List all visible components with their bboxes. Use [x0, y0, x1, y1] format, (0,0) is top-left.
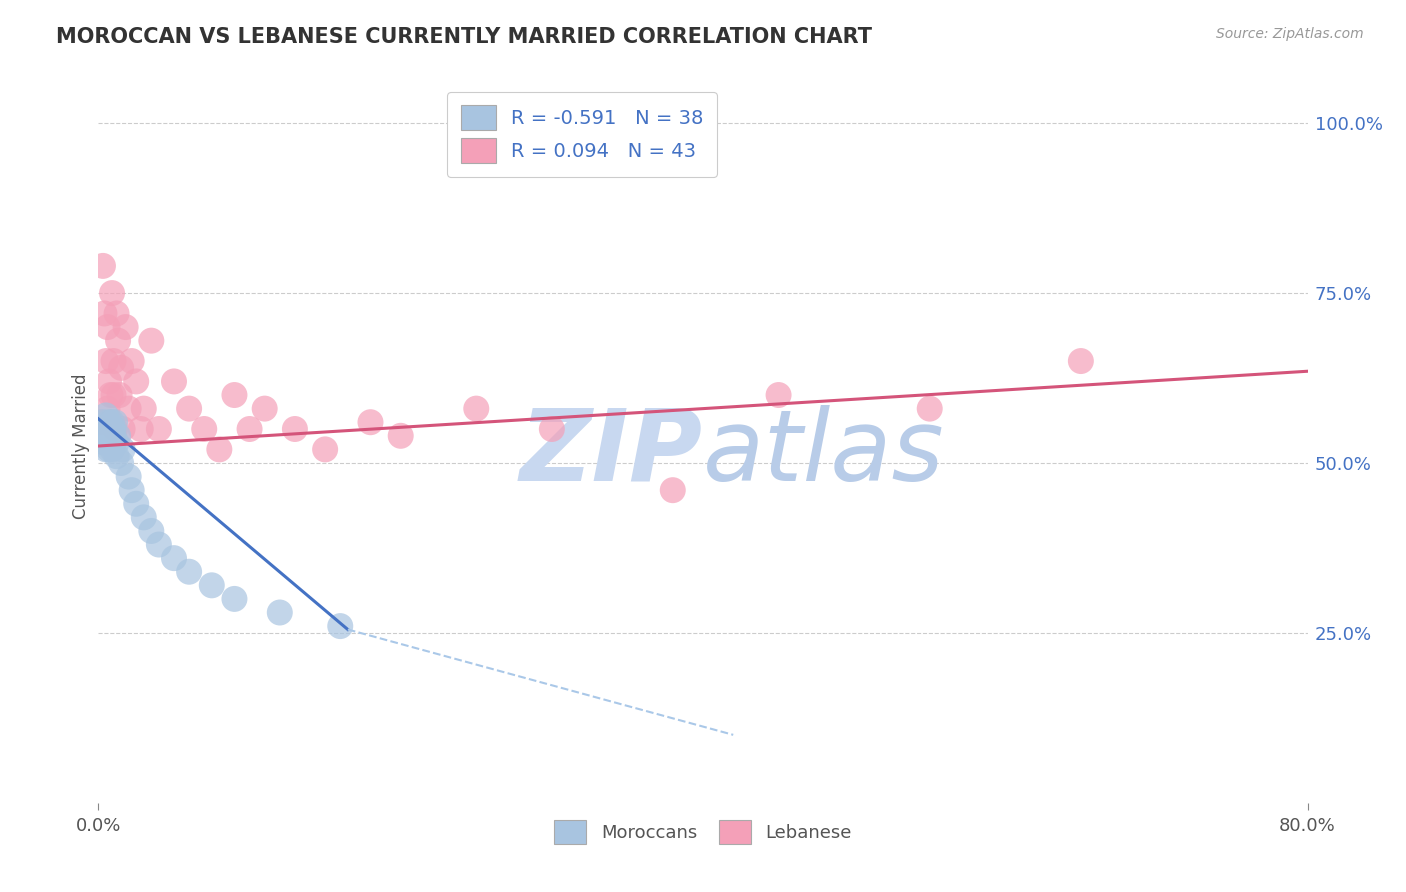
Point [93, 435, 115, 450]
Point [105, 435, 128, 450]
Point [389, 429, 412, 443]
Point [201, 578, 224, 592]
Point [132, 510, 155, 524]
Point [284, 422, 307, 436]
Point [101, 442, 124, 457]
Point [179, 401, 201, 416]
Point [103, 388, 125, 402]
Point [360, 415, 382, 429]
Point [540, 422, 562, 436]
Point [314, 442, 336, 457]
Point [100, 415, 122, 429]
Point [100, 435, 122, 450]
Point [329, 619, 352, 633]
Point [114, 320, 136, 334]
Point [103, 354, 125, 368]
Point [104, 415, 127, 429]
Point [96, 401, 118, 416]
Point [110, 360, 132, 375]
Point [96, 320, 118, 334]
Point [179, 565, 201, 579]
Point [100, 388, 122, 402]
Point [104, 422, 127, 436]
Point [94, 354, 117, 368]
Point [224, 591, 246, 606]
Point [103, 422, 125, 436]
Legend: Moroccans, Lebanese: Moroccans, Lebanese [547, 814, 859, 851]
Point [101, 415, 124, 429]
Point [141, 334, 163, 348]
Point [163, 375, 186, 389]
Point [121, 354, 143, 368]
Point [253, 401, 276, 416]
Point [108, 388, 131, 402]
Point [93, 422, 115, 436]
Point [148, 422, 170, 436]
Text: MOROCCAN VS LEBANESE CURRENTLY MARRIED CORRELATION CHART: MOROCCAN VS LEBANESE CURRENTLY MARRIED C… [56, 27, 872, 46]
Point [1070, 354, 1092, 368]
Point [103, 429, 125, 443]
Point [239, 422, 262, 436]
Point [918, 401, 941, 416]
Point [125, 375, 148, 389]
Point [105, 306, 128, 320]
Point [93, 306, 115, 320]
Point [110, 456, 132, 470]
Point [96, 435, 118, 450]
Point [121, 483, 143, 498]
Point [208, 442, 231, 457]
Point [129, 422, 152, 436]
Point [111, 442, 134, 457]
Point [90, 415, 112, 429]
Point [132, 401, 155, 416]
Point [91, 415, 114, 429]
Point [98, 375, 121, 389]
Point [90, 429, 112, 443]
Point [94, 429, 117, 443]
Point [98, 429, 121, 443]
Text: Source: ZipAtlas.com: Source: ZipAtlas.com [1216, 27, 1364, 41]
Point [91, 259, 114, 273]
Point [96, 422, 118, 436]
Point [105, 449, 128, 463]
Point [118, 469, 141, 483]
Point [101, 286, 124, 301]
Point [193, 422, 215, 436]
Point [98, 442, 121, 457]
Point [107, 334, 129, 348]
Point [107, 429, 129, 443]
Point [465, 401, 488, 416]
Text: atlas: atlas [703, 405, 945, 501]
Point [141, 524, 163, 538]
Point [100, 429, 122, 443]
Point [148, 537, 170, 551]
Point [98, 415, 121, 429]
Y-axis label: Currently Married: Currently Married [72, 373, 90, 519]
Point [163, 551, 186, 566]
Text: ZIP: ZIP [520, 405, 703, 501]
Point [111, 422, 134, 436]
Point [224, 388, 246, 402]
Point [103, 435, 125, 450]
Point [94, 409, 117, 423]
Point [118, 401, 141, 416]
Point [269, 606, 291, 620]
Point [768, 388, 790, 402]
Point [100, 422, 122, 436]
Point [661, 483, 683, 498]
Point [125, 497, 148, 511]
Point [94, 442, 117, 457]
